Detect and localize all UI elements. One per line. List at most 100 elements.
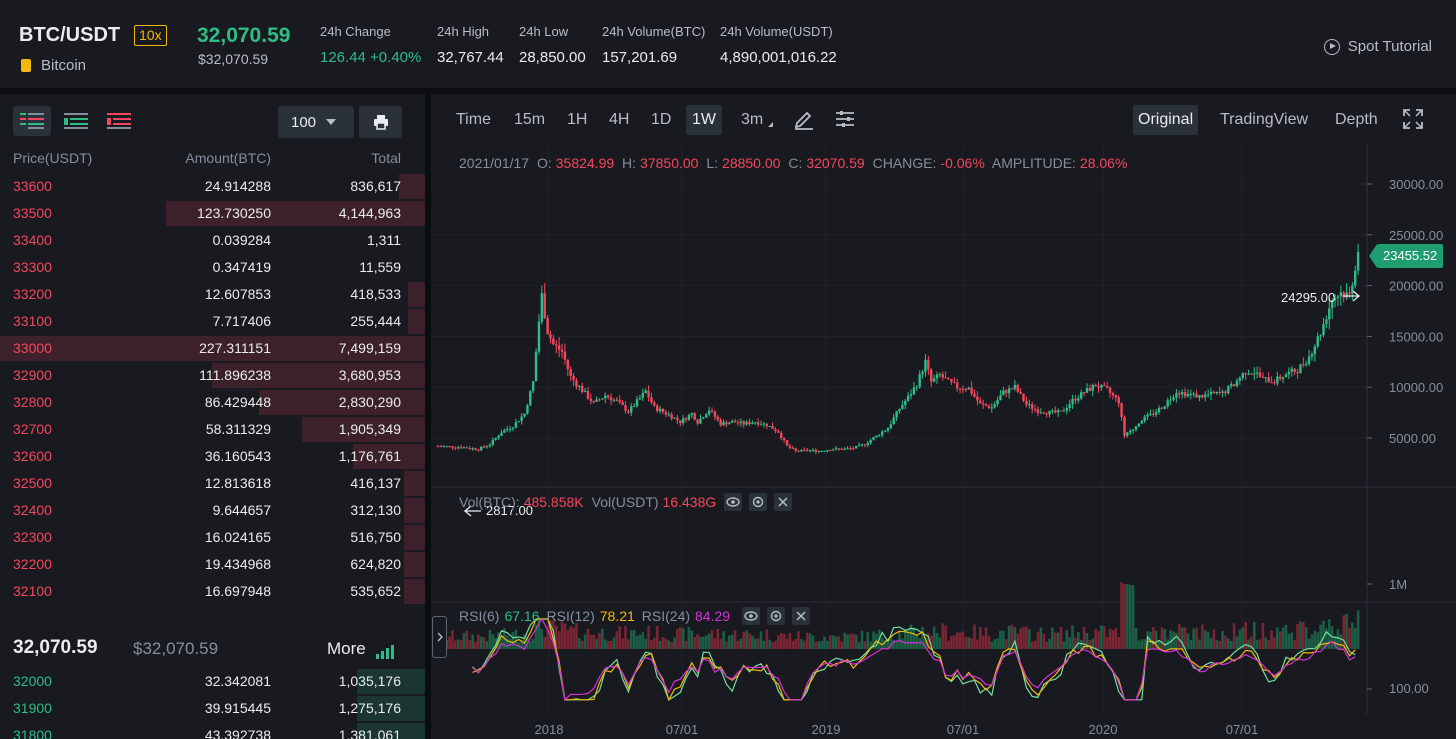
volume-bar	[684, 641, 688, 649]
leverage-badge[interactable]: 10x	[134, 25, 167, 46]
ask-row[interactable]: 33400 0.039284 1,311	[0, 227, 425, 254]
ask-row[interactable]: 32100 16.697948 535,652	[0, 578, 425, 605]
depth-bar	[212, 363, 425, 388]
timeframe-more-dropdown[interactable]: 3m	[735, 105, 774, 135]
candle	[526, 405, 529, 414]
mid-price[interactable]: 32,070.59	[13, 637, 98, 658]
candle	[656, 405, 659, 412]
volume-bar	[465, 630, 469, 649]
volume-bar	[1123, 584, 1126, 649]
high-label: H:	[622, 155, 637, 171]
print-button[interactable]	[359, 106, 402, 138]
coin-name[interactable]: Bitcoin	[41, 57, 87, 74]
ask-row[interactable]: 32400 9.644657 312,130	[0, 497, 425, 524]
ask-price: 32600	[13, 448, 52, 464]
ask-row[interactable]: 33200 12.607853 418,533	[0, 281, 425, 308]
pencil-draw-icon[interactable]	[793, 108, 815, 130]
timeframe-time[interactable]: Time	[456, 111, 491, 128]
price-tick-label: 15000.00	[1389, 329, 1443, 344]
volume-bar	[1183, 627, 1187, 649]
ask-total: 1,176,761	[338, 448, 401, 464]
depth-bar	[166, 201, 425, 226]
volume-bar	[730, 634, 734, 649]
spot-tutorial-link[interactable]: Spot Tutorial	[1323, 38, 1432, 55]
fullscreen-icon[interactable]	[1402, 108, 1424, 130]
timeframe-15m[interactable]: 15m	[514, 111, 546, 128]
volume-bar	[554, 625, 558, 649]
volume-bar	[1030, 641, 1034, 649]
eye-icon[interactable]	[724, 493, 743, 511]
ask-row[interactable]: 33300 0.347419 11,559	[0, 254, 425, 281]
eye-icon[interactable]	[742, 607, 761, 625]
ask-row[interactable]: 32700 58.311329 1,905,349	[0, 416, 425, 443]
layout-both-button[interactable]	[13, 106, 51, 136]
view-original[interactable]: Original	[1133, 105, 1199, 135]
volume-bar	[1053, 632, 1057, 649]
candle	[1342, 292, 1345, 298]
more-button[interactable]: More	[327, 639, 394, 659]
volume-bar	[1310, 634, 1314, 649]
ask-row[interactable]: 32800 86.429448 2,830,290	[0, 389, 425, 416]
volume-bar	[866, 631, 870, 649]
ask-row[interactable]: 32600 36.160543 1,176,761	[0, 443, 425, 470]
candle	[814, 449, 818, 452]
volume-bar	[993, 639, 996, 649]
candle	[826, 450, 829, 452]
ask-total: 535,652	[350, 583, 401, 599]
view-tradingview[interactable]: TradingView	[1220, 111, 1309, 128]
timeframe-1d[interactable]: 1D	[651, 111, 672, 128]
change-label: CHANGE:	[872, 155, 937, 171]
volume-bar	[1033, 640, 1037, 649]
bid-row[interactable]: 31800 43.392738 1,381,061	[0, 722, 425, 739]
ask-row[interactable]: 33600 24.914288 836,617	[0, 173, 425, 200]
layout-bids-button[interactable]	[57, 106, 95, 136]
ask-row[interactable]: 33100 7.717406 255,444	[0, 308, 425, 335]
candle	[630, 406, 633, 413]
close-icon[interactable]	[792, 607, 811, 625]
ask-row[interactable]: 32500 12.813618 416,137	[0, 470, 425, 497]
candle	[829, 450, 832, 452]
timeframe-1w[interactable]: 1W	[686, 105, 722, 135]
ask-total: 11,559	[359, 259, 401, 275]
price-chart[interactable]: 30000.00 25000.00 20000.00 15000.00 10000.00…	[431, 144, 1456, 739]
candle	[924, 359, 927, 372]
candle	[852, 448, 855, 450]
ask-row[interactable]: 32900 111.896238 3,680,953	[0, 362, 425, 389]
ask-row[interactable]: 33500 123.730250 4,144,963	[0, 200, 425, 227]
volume-bar	[1077, 632, 1080, 649]
trading-pair[interactable]: BTC/USDT	[19, 24, 121, 46]
volume-bar	[658, 641, 662, 649]
layout-asks-button[interactable]	[100, 106, 138, 136]
ask-list: 33600 24.914288 836,617 33500 123.730250 4,14…	[0, 173, 425, 605]
candle	[820, 451, 823, 453]
volume-bar	[886, 642, 890, 649]
ask-row[interactable]: 32200 19.434968 624,820	[0, 551, 425, 578]
candle	[1152, 413, 1155, 415]
bid-row[interactable]: 32000 32.342081 1,035,176	[0, 668, 425, 695]
volume-bar	[860, 630, 864, 649]
depth-select[interactable]: 100	[278, 106, 354, 138]
low-marker-arrow	[463, 505, 481, 517]
volume-bar	[641, 632, 645, 649]
ask-row[interactable]: 33000 227.311151 7,499,159	[0, 335, 425, 362]
timeframe-4h[interactable]: 4H	[609, 111, 630, 128]
volume-bar	[471, 634, 474, 649]
coin-info[interactable]: Bitcoin	[21, 57, 86, 74]
ask-total: 312,130	[350, 502, 401, 518]
view-depth[interactable]: Depth	[1335, 111, 1378, 128]
candle	[863, 444, 867, 446]
candle	[497, 435, 500, 438]
settings-icon[interactable]	[767, 607, 786, 625]
close-icon[interactable]	[774, 493, 793, 511]
bid-row[interactable]: 31900 39.915445 1,275,176	[0, 695, 425, 722]
settings-icon[interactable]	[749, 493, 768, 511]
collapse-panel-button[interactable]	[432, 616, 447, 658]
ask-row[interactable]: 32300 16.024165 516,750	[0, 524, 425, 551]
timeframe-1h[interactable]: 1H	[567, 111, 588, 128]
indicator-settings-icon[interactable]	[834, 108, 856, 130]
stat-24h-volume-btc: 24h Volume(BTC) 157,201.69	[602, 24, 705, 66]
vol-usdt-value: 16.438G	[662, 494, 717, 510]
candle	[1077, 398, 1080, 401]
candle	[517, 421, 520, 423]
volume-bar	[1270, 630, 1273, 649]
